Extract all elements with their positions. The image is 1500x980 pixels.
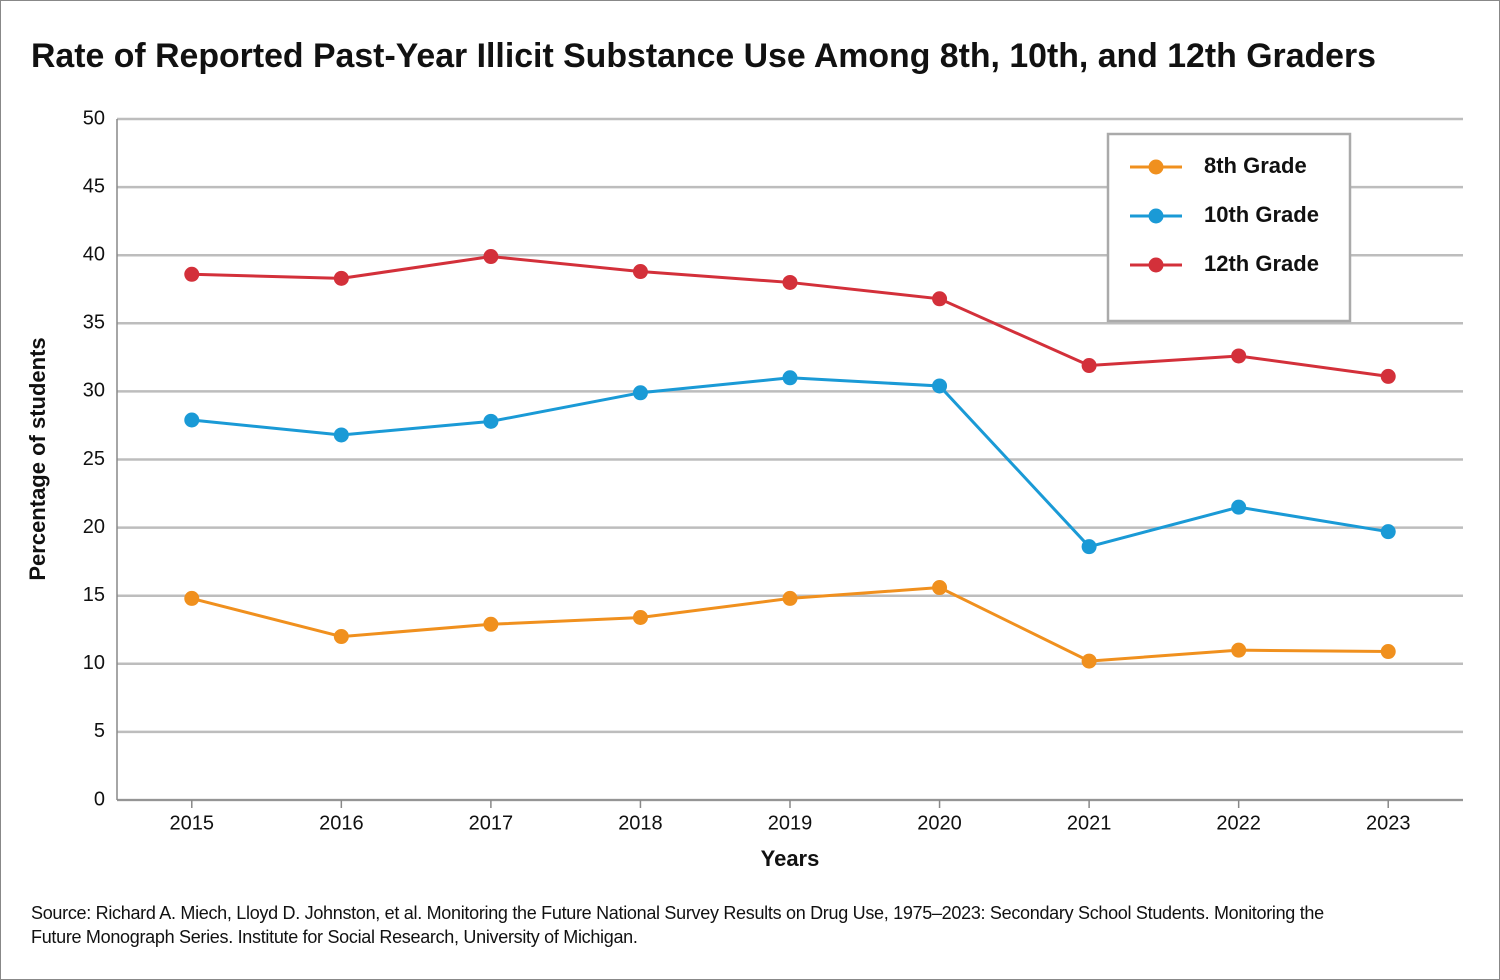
y-tick-label: 10: [83, 652, 105, 674]
y-tick-label: 30: [83, 380, 105, 402]
source-note: Source: Richard A. Miech, Lloyd D. Johns…: [31, 901, 1324, 949]
data-point: [782, 370, 798, 386]
y-tick-label: 20: [83, 516, 105, 538]
data-point: [184, 590, 200, 606]
data-point: [632, 609, 648, 625]
legend-marker: [1148, 257, 1164, 273]
data-point: [333, 427, 349, 443]
y-tick-label: 40: [83, 243, 105, 265]
y-tick-label: 15: [83, 584, 105, 606]
data-point: [782, 274, 798, 290]
y-tick-label: 35: [83, 312, 105, 334]
data-point: [483, 413, 499, 429]
x-tick-label: 2019: [768, 812, 813, 834]
legend-marker: [1148, 159, 1164, 175]
data-point: [483, 249, 499, 265]
data-point: [1081, 539, 1097, 555]
data-point: [483, 616, 499, 632]
x-axis-label: Years: [761, 846, 820, 871]
legend-label: 12th Grade: [1204, 251, 1319, 276]
data-point: [333, 270, 349, 286]
data-point: [632, 264, 648, 280]
data-point: [1081, 653, 1097, 669]
x-tick-label: 2016: [319, 812, 364, 834]
data-point: [1081, 358, 1097, 374]
legend-box: [1106, 132, 1352, 323]
chart-title: Rate of Reported Past-Year Illicit Subst…: [31, 37, 1376, 75]
data-point: [782, 590, 798, 606]
data-point: [932, 580, 948, 596]
data-point: [932, 378, 948, 394]
data-point: [1231, 499, 1247, 515]
data-point: [333, 629, 349, 645]
y-axis-label: Percentage of students: [25, 337, 50, 580]
y-tick-label: 0: [94, 788, 105, 810]
data-point: [632, 385, 648, 401]
x-tick-label: 2015: [170, 812, 215, 834]
data-point: [1380, 368, 1396, 384]
y-tick-label: 50: [83, 107, 105, 129]
data-point: [1231, 642, 1247, 658]
x-tick-label: 2020: [917, 812, 962, 834]
data-point: [184, 412, 200, 428]
data-point: [1380, 524, 1396, 540]
x-tick-label: 2023: [1366, 812, 1411, 834]
x-tick-label: 2018: [618, 812, 663, 834]
legend: 8th Grade 10th Grade 12th Grade: [1106, 132, 1352, 323]
source-line: Future Monograph Series. Institute for S…: [31, 927, 638, 947]
y-tick-label: 5: [94, 720, 105, 742]
legend-marker: [1148, 208, 1164, 224]
legend-label: 10th Grade: [1204, 202, 1319, 227]
chart: Rate of Reported Past-Year Illicit Subst…: [25, 37, 1463, 871]
data-point: [184, 266, 200, 282]
series-line: [191, 376, 1389, 549]
y-tick-label: 45: [83, 175, 105, 197]
x-tick-label: 2017: [469, 812, 514, 834]
x-tick-label: 2021: [1067, 812, 1112, 834]
data-point: [932, 291, 948, 307]
data-point: [1231, 348, 1247, 364]
y-tick-label: 25: [83, 448, 105, 470]
legend-label: 8th Grade: [1204, 153, 1307, 178]
data-point: [1380, 644, 1396, 660]
x-tick-label: 2022: [1216, 812, 1261, 834]
source-line: Source: Richard A. Miech, Lloyd D. Johns…: [31, 903, 1324, 923]
